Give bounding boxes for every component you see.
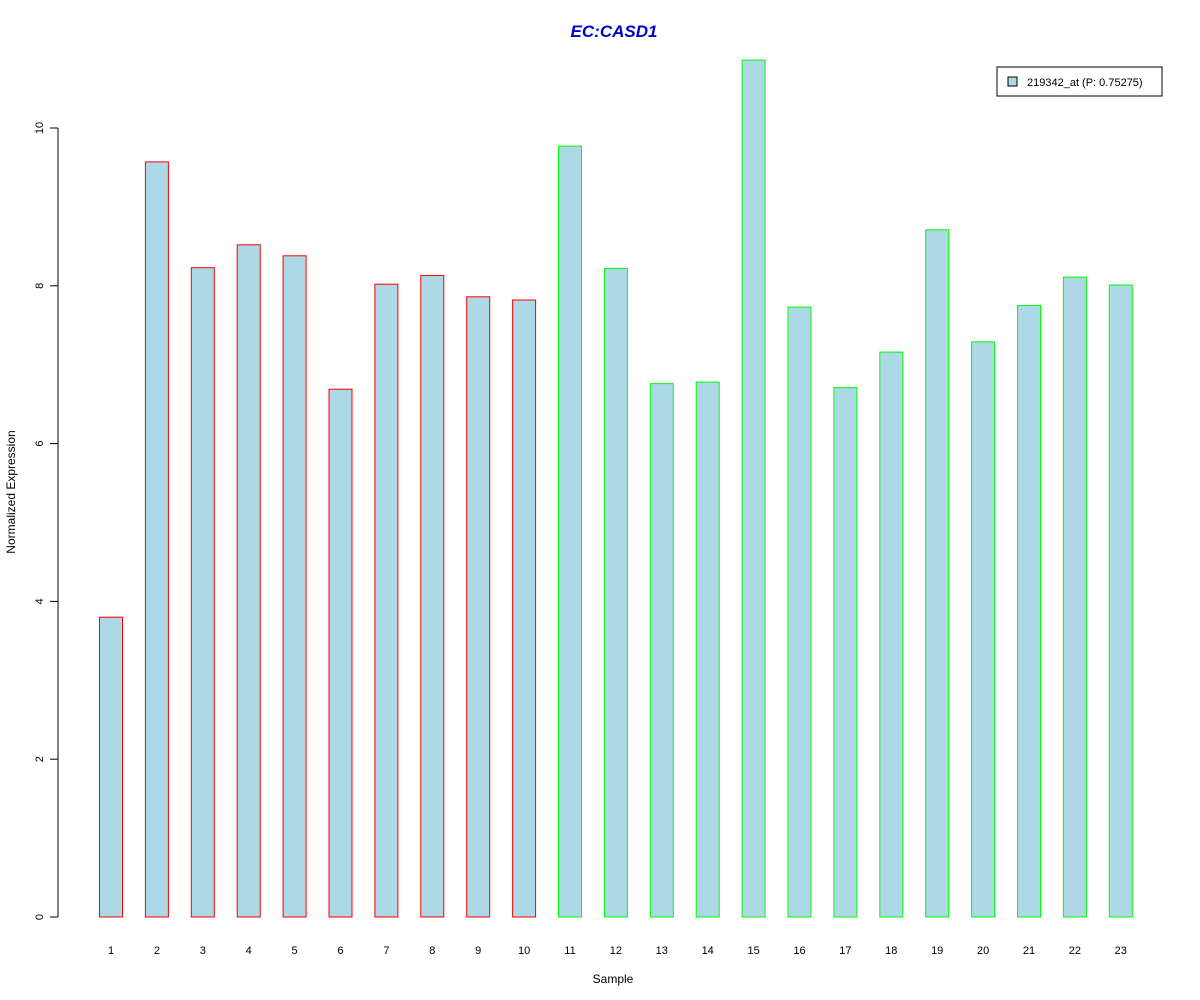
bar-sample-18 (879, 351, 904, 918)
y-axis-label: Normalized Expression (4, 430, 18, 553)
bar-sample-2 (144, 161, 169, 918)
x-tick-label: 16 (793, 945, 805, 957)
bar-sample-15 (741, 59, 766, 918)
x-tick-label: 6 (337, 945, 343, 957)
x-tick-label: 13 (656, 945, 668, 957)
x-tick-label: 19 (931, 945, 943, 957)
x-tick-label: 12 (610, 945, 622, 957)
bar-sample-17 (833, 387, 858, 918)
y-tick-label: 10 (34, 122, 46, 134)
bar-sample-5 (282, 255, 307, 918)
bar-sample-19 (925, 229, 950, 918)
y-tick-label: 8 (34, 283, 46, 289)
x-tick-label: 23 (1115, 945, 1127, 957)
x-tick-label: 2 (154, 945, 160, 957)
legend-box (996, 66, 1163, 97)
y-tick-label: 6 (34, 441, 46, 447)
x-tick-label: 21 (1023, 945, 1035, 957)
bar-sample-22 (1062, 276, 1087, 918)
x-tick-label: 18 (885, 945, 897, 957)
x-tick-label: 10 (518, 945, 530, 957)
x-tick-label: 8 (429, 945, 435, 957)
legend-swatch (1007, 76, 1018, 87)
x-tick-label: 9 (475, 945, 481, 957)
bar-sample-23 (1108, 284, 1133, 918)
legend-label: 219342_at (P: 0.75275) (1027, 77, 1143, 89)
x-tick-label: 15 (747, 945, 759, 957)
bar-sample-8 (420, 275, 445, 918)
x-tick-labels: 1 2 3 4 5 6 7 8 9 10 11 12 13 14 15 16 17 18 19 20 21 22 23 (108, 945, 1127, 957)
x-tick-label: 4 (246, 945, 252, 957)
x-tick-label: 11 (564, 945, 575, 957)
x-tick-label: 14 (702, 945, 714, 957)
bar-sample-14 (695, 381, 720, 918)
bar-sample-20 (971, 341, 996, 918)
bar-sample-12 (603, 267, 628, 918)
y-tick-label: 4 (34, 598, 46, 604)
y-tick-label: 2 (34, 756, 46, 762)
bar-sample-13 (649, 383, 674, 918)
bar-sample-10 (512, 299, 537, 918)
bar-sample-4 (236, 244, 261, 918)
bar-sample-3 (190, 267, 215, 918)
x-tick-label: 22 (1069, 945, 1081, 957)
bar-sample-9 (466, 296, 491, 918)
chart-title: EC:CASD1 (571, 22, 658, 41)
legend: 219342_at (P: 0.75275) (996, 66, 1163, 97)
x-tick-label: 20 (977, 945, 989, 957)
x-tick-label: 5 (292, 945, 298, 957)
bar-sample-7 (374, 283, 399, 918)
bar-sample-6 (328, 388, 353, 918)
bars (99, 59, 1133, 918)
bar-sample-1 (99, 616, 123, 918)
bar-sample-21 (1017, 305, 1041, 918)
x-axis-label: Sample (593, 972, 634, 986)
y-axis: 0 2 4 6 8 10 (34, 122, 59, 920)
y-tick-label: 0 (34, 914, 46, 920)
x-tick-label: 3 (200, 945, 206, 957)
x-tick-label: 1 (108, 945, 114, 957)
bar-sample-16 (787, 306, 812, 918)
x-tick-label: 17 (839, 945, 851, 957)
x-tick-label: 7 (383, 945, 389, 957)
bar-sample-11 (558, 145, 582, 918)
